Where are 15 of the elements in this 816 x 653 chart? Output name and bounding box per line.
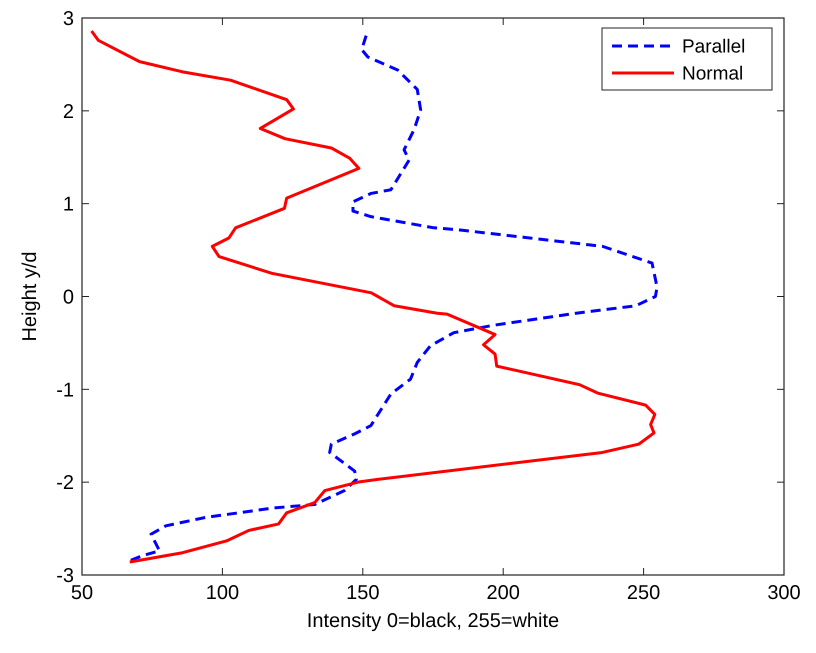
x-tick-label: 250 xyxy=(626,582,660,604)
x-tick-label: 200 xyxy=(486,582,520,604)
y-axis-title: Height y/d xyxy=(19,251,41,342)
y-tick-label: -2 xyxy=(56,472,74,494)
x-axis-title: Intensity 0=black, 255=white xyxy=(306,610,560,632)
x-tick-label: 300 xyxy=(767,582,801,604)
x-tick-label: 150 xyxy=(346,582,380,604)
y-tick-label: 0 xyxy=(62,286,74,308)
legend-label: Normal xyxy=(682,64,744,85)
legend-label: Parallel xyxy=(682,36,746,58)
x-tick-label: 100 xyxy=(206,582,240,604)
y-tick-label: 2 xyxy=(62,100,74,123)
y-tick-label: 3 xyxy=(62,8,74,30)
y-tick-label: -1 xyxy=(56,379,74,402)
y-tick-label: 1 xyxy=(62,194,74,216)
